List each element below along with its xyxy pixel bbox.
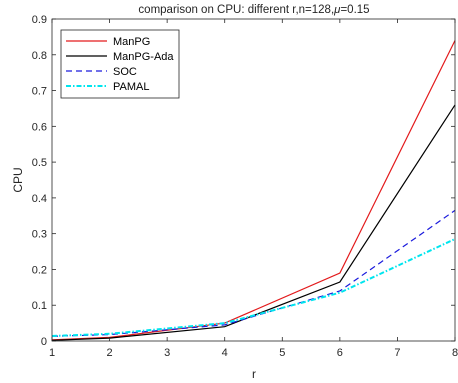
series-layer [51,40,456,341]
y-tick-label: 0.8 [32,50,47,62]
x-tick-label: 8 [452,347,458,359]
x-axis-label: r [252,367,256,381]
y-tick-label: 0.2 [32,264,47,276]
legend-label: ManPG [113,36,150,48]
y-tick-label: 0 [41,336,47,348]
legend-label: PAMAL [113,81,149,93]
chart-title-suffix: =0.15 [340,4,369,16]
legend-label: SOC [113,66,137,78]
y-axis-label: CPU [11,167,25,192]
legend: ManPG ManPG-Ada SOC PAMAL [60,29,180,99]
x-tick-label: 5 [279,347,285,359]
y-tick-label: 0.1 [32,300,47,312]
axes-box [51,18,456,342]
chart-title-prefix: comparison on CPU: different r,n=128, [138,4,334,16]
x-tick-label: 7 [394,347,400,359]
x-tick-label: 4 [222,347,228,359]
y-tick-label: 0.5 [32,157,47,169]
y-tick-label: 0.6 [32,121,47,133]
y-tick-label: 0.4 [32,193,47,205]
x-tick-label: 1 [49,347,55,359]
y-tick-label: 0.9 [32,14,47,26]
y-tick-label: 0.7 [32,86,47,98]
x-tick-label: 6 [337,347,343,359]
series-line-soc [51,209,456,337]
chart-title: comparison on CPU: different r,n=128,μ=0… [138,4,369,16]
y-tick-label: 0.3 [32,229,47,241]
series-line-manpg-ada [51,104,456,341]
x-tick-label: 3 [164,347,170,359]
chart-title-mu: μ [333,4,341,16]
legend-label: ManPG-Ada [113,51,174,63]
x-tick-label: 2 [107,347,113,359]
axes-layer: 1 2 3 4 5 6 7 8 0 0.1 0.2 0.3 0.4 0.5 0.6 0.7 0.8 0.9 [32,14,458,359]
